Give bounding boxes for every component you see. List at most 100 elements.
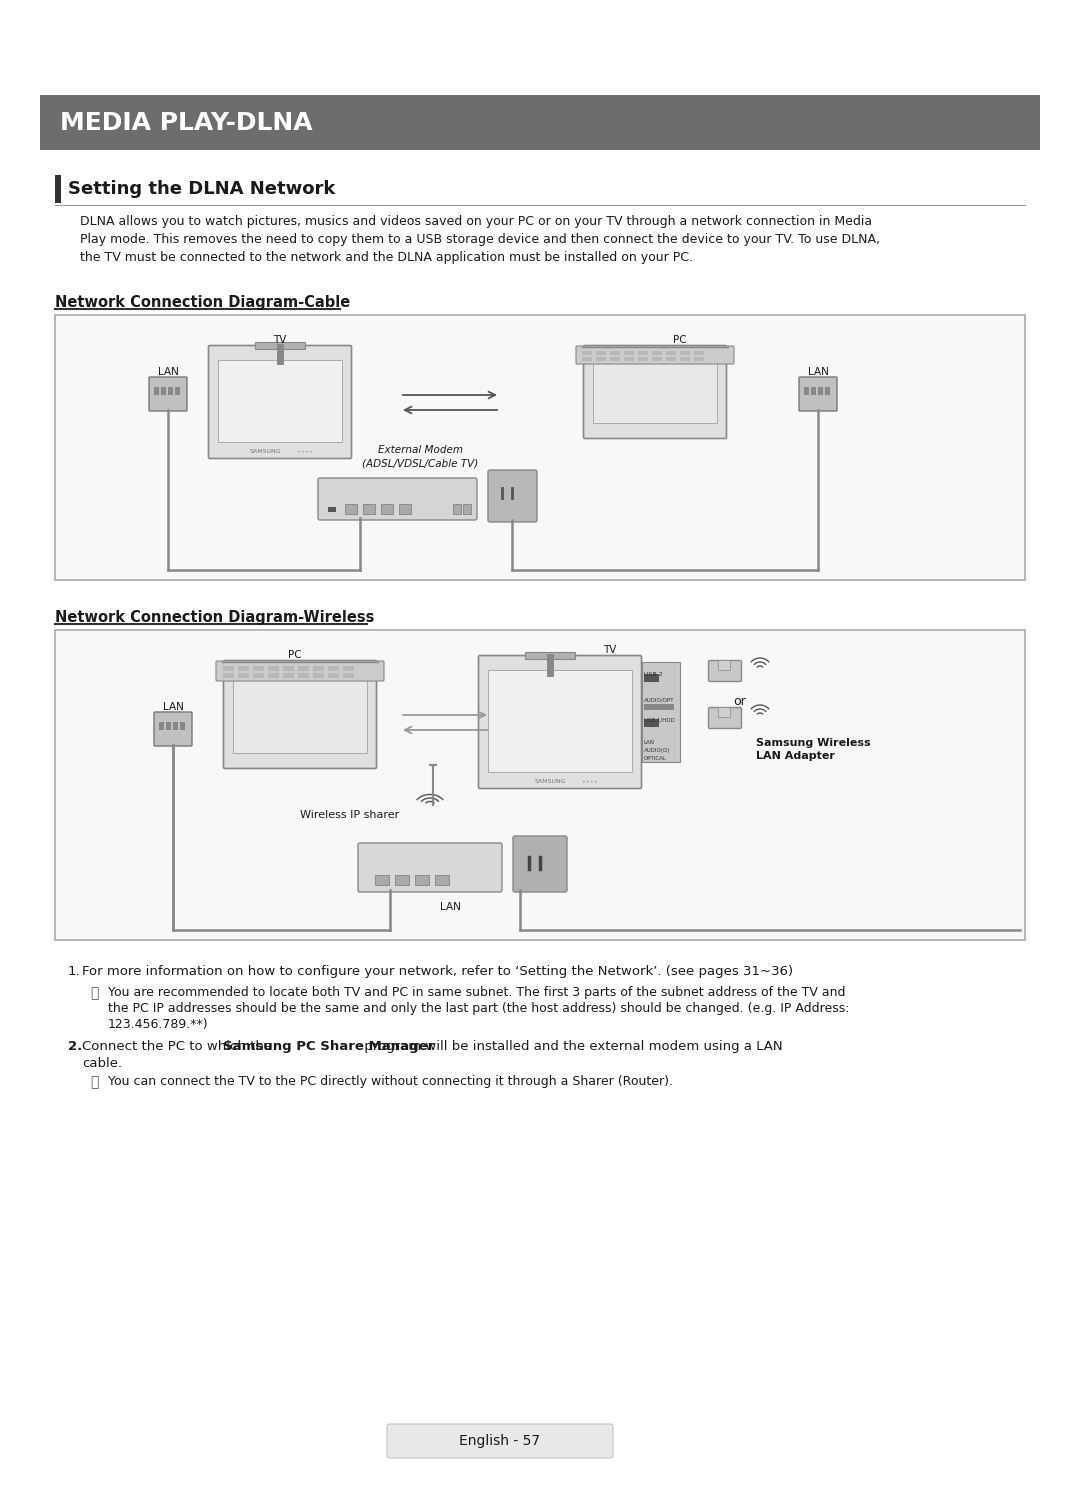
Text: or: or	[733, 695, 746, 708]
Text: Play mode. This removes the need to copy them to a USB storage device and then c: Play mode. This removes the need to copy…	[80, 234, 880, 246]
Bar	[159, 722, 164, 731]
Text: Setting the DLNA Network: Setting the DLNA Network	[68, 180, 336, 198]
Bar	[283, 667, 294, 671]
Text: LAN: LAN	[440, 902, 460, 912]
Bar	[596, 351, 606, 356]
Text: Network Connection Diagram-Cable: Network Connection Diagram-Cable	[55, 295, 350, 310]
Bar	[596, 357, 606, 362]
FancyBboxPatch shape	[478, 656, 642, 789]
Text: program will be installed and the external modem using a LAN: program will be installed and the extern…	[361, 1040, 783, 1054]
Bar	[804, 387, 809, 394]
Bar	[328, 673, 339, 679]
Text: 1.: 1.	[68, 966, 81, 978]
Bar	[680, 357, 690, 362]
Bar	[694, 357, 704, 362]
FancyBboxPatch shape	[387, 1424, 613, 1458]
Bar	[593, 359, 717, 423]
FancyBboxPatch shape	[708, 707, 742, 729]
Bar	[166, 722, 171, 731]
Bar	[40, 95, 1040, 150]
Bar	[161, 387, 166, 394]
Bar	[399, 504, 411, 513]
Bar	[652, 351, 662, 356]
Bar	[582, 351, 592, 356]
FancyBboxPatch shape	[224, 661, 377, 768]
Text: Connect the PC to which the: Connect the PC to which the	[82, 1040, 276, 1054]
Bar	[638, 357, 648, 362]
Text: AUDIO(O): AUDIO(O)	[644, 748, 671, 753]
Text: LAN: LAN	[808, 368, 828, 376]
FancyBboxPatch shape	[216, 661, 384, 682]
Bar	[610, 351, 620, 356]
Bar	[381, 504, 393, 513]
Text: the TV must be connected to the network and the DLNA application must be install: the TV must be connected to the network …	[80, 251, 693, 263]
Text: TV: TV	[604, 644, 617, 655]
Text: Wireless IP sharer: Wireless IP sharer	[300, 809, 400, 820]
Text: LAN: LAN	[644, 740, 654, 745]
Bar	[268, 667, 279, 671]
Bar	[218, 360, 342, 442]
Bar	[154, 387, 159, 394]
Text: cable.: cable.	[82, 1056, 122, 1070]
Bar	[624, 357, 634, 362]
Bar	[283, 673, 294, 679]
FancyBboxPatch shape	[799, 376, 837, 411]
Bar	[298, 673, 309, 679]
Bar	[345, 504, 357, 513]
Bar	[375, 875, 389, 885]
Text: 2.: 2.	[68, 1040, 82, 1054]
Bar	[642, 662, 680, 762]
Bar	[255, 342, 305, 350]
Bar	[395, 875, 409, 885]
Text: DLNA allows you to watch pictures, musics and videos saved on your PC or on your: DLNA allows you to watch pictures, music…	[80, 214, 873, 228]
Bar	[222, 667, 234, 671]
Text: MEDIA PLAY-DLNA: MEDIA PLAY-DLNA	[60, 110, 312, 134]
Text: ▸ ▸ ▸ ▸: ▸ ▸ ▸ ▸	[583, 780, 597, 784]
Bar	[610, 357, 620, 362]
Bar	[55, 315, 1025, 580]
Bar	[624, 351, 634, 356]
Text: OPTICAL: OPTICAL	[644, 756, 666, 760]
Bar	[694, 351, 704, 356]
Bar	[435, 875, 449, 885]
FancyBboxPatch shape	[149, 376, 187, 411]
FancyBboxPatch shape	[583, 345, 727, 439]
Text: Samsung PC Share Manager: Samsung PC Share Manager	[224, 1040, 434, 1054]
Text: USB 1/HDD: USB 1/HDD	[644, 717, 675, 722]
Bar	[253, 673, 264, 679]
Text: PC: PC	[673, 335, 687, 345]
Bar	[666, 357, 676, 362]
Bar	[253, 667, 264, 671]
FancyBboxPatch shape	[708, 661, 742, 682]
Bar	[525, 652, 575, 659]
Text: External Modem: External Modem	[378, 445, 462, 455]
Text: USB 2: USB 2	[644, 673, 663, 677]
Bar	[644, 704, 674, 710]
FancyBboxPatch shape	[318, 478, 477, 519]
Bar	[55, 176, 60, 202]
Text: LAN: LAN	[158, 368, 178, 376]
Bar	[328, 507, 336, 512]
Text: PC: PC	[288, 650, 301, 661]
FancyBboxPatch shape	[357, 844, 502, 891]
Bar	[488, 670, 632, 772]
FancyBboxPatch shape	[513, 836, 567, 891]
Bar	[343, 667, 354, 671]
Bar	[818, 387, 823, 394]
Bar	[666, 351, 676, 356]
Text: Samsung Wireless: Samsung Wireless	[756, 738, 870, 748]
Bar	[238, 667, 249, 671]
Bar	[638, 351, 648, 356]
Bar	[175, 387, 180, 394]
Bar	[233, 674, 367, 753]
Text: For more information on how to configure your network, refer to ‘Setting the Net: For more information on how to configure…	[82, 966, 793, 978]
Bar	[298, 667, 309, 671]
Bar	[180, 722, 185, 731]
Bar	[168, 387, 173, 394]
Bar	[363, 504, 375, 513]
Bar	[415, 875, 429, 885]
FancyBboxPatch shape	[208, 345, 351, 458]
Text: SAMSUNG: SAMSUNG	[535, 780, 566, 784]
Bar	[238, 673, 249, 679]
FancyBboxPatch shape	[488, 470, 537, 522]
